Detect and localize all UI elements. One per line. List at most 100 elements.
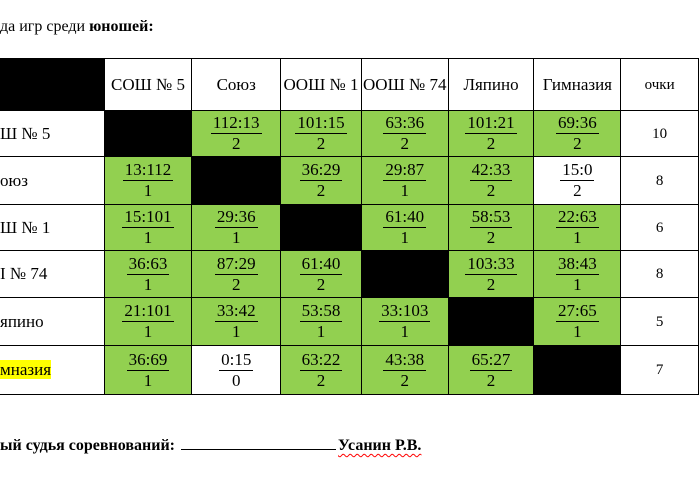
points: 2 bbox=[486, 274, 496, 294]
footer: ый судья соревнований: Усанин Р.В. bbox=[0, 437, 421, 455]
score-cell: 65:27 2 bbox=[447, 345, 535, 395]
points: 2 bbox=[400, 134, 409, 153]
score-fraction: 36:63 1 bbox=[126, 254, 170, 295]
footer-name: Усанин Р.В. bbox=[338, 437, 422, 454]
score-cell: 112:13 2 bbox=[191, 110, 282, 157]
points: 1 bbox=[316, 322, 326, 341]
score-cell: 15:0 2 bbox=[533, 156, 622, 205]
points: 2 bbox=[486, 181, 496, 200]
score-cell bbox=[103, 110, 193, 157]
score: 33:103 bbox=[379, 301, 431, 322]
score: 63:22 bbox=[299, 349, 343, 371]
total-cell: 8 bbox=[620, 156, 699, 205]
heading-prefix: да игр среди bbox=[0, 18, 86, 35]
table-row: оюз 13:112 1 36:29 2 29:87 1 42:33 2 15:0 2 8 bbox=[0, 156, 699, 205]
score: 42:33 bbox=[469, 160, 513, 181]
points: 1 bbox=[143, 228, 153, 247]
table-row: япино 21:101 1 33:42 1 53:58 1 33:103 1 27:65 1 5 bbox=[0, 297, 699, 346]
score-cell bbox=[360, 250, 449, 298]
score-fraction: 15:101 1 bbox=[122, 207, 174, 248]
footer-label: ый судья соревнований: bbox=[0, 437, 175, 454]
header-row: СОШ № 5 Союз ООШ № 1 ООШ № 74 Ляпино Гимназия… bbox=[0, 58, 699, 111]
score-fraction: 38:43 1 bbox=[555, 253, 599, 295]
score: 21:101 bbox=[122, 301, 174, 322]
score-cell: 61:40 1 bbox=[360, 204, 449, 251]
score: 36:29 bbox=[299, 160, 343, 181]
header-cell: Гимназия bbox=[533, 58, 622, 111]
score-fraction: 61:40 2 bbox=[299, 254, 343, 295]
score: 87:29 bbox=[214, 253, 258, 275]
score: 58:53 bbox=[469, 207, 513, 228]
score-cell: 43:38 2 bbox=[360, 345, 449, 395]
score-cell: 38:43 1 bbox=[533, 250, 622, 298]
score-cell bbox=[191, 156, 282, 205]
points: 1 bbox=[400, 181, 409, 200]
score: 0:15 bbox=[219, 349, 254, 371]
points: 2 bbox=[486, 370, 496, 390]
score-fraction: 69:36 2 bbox=[555, 113, 599, 154]
points: 1 bbox=[231, 228, 241, 247]
header-cell: очки bbox=[620, 58, 699, 111]
row-label: I № 74 bbox=[0, 250, 105, 298]
score: 36:69 bbox=[126, 349, 170, 371]
header-cell: СОШ № 5 bbox=[103, 58, 193, 111]
score-fraction: 13:112 1 bbox=[122, 160, 174, 201]
score: 43:38 bbox=[383, 349, 427, 371]
score-cell: 63:22 2 bbox=[280, 345, 362, 395]
score-fraction: 53:58 1 bbox=[299, 301, 343, 342]
table-row: мназия 36:69 1 0:15 0 63:22 2 43:38 2 65:27 2 7 bbox=[0, 345, 699, 395]
score-cell: 36:69 1 bbox=[103, 345, 193, 395]
score-fraction: 42:33 2 bbox=[469, 160, 513, 201]
header-cell: ООШ № 74 bbox=[360, 58, 449, 111]
score-cell bbox=[280, 204, 362, 251]
total-cell: 8 bbox=[620, 250, 699, 298]
points: 0 bbox=[231, 370, 241, 390]
table-row: Ш № 5 112:13 2 101:15 2 63:36 2 101:21 2 69:36 2 10 bbox=[0, 110, 699, 157]
score-cell: 36:63 1 bbox=[103, 250, 193, 298]
score-fraction: 103:33 2 bbox=[465, 253, 517, 295]
score: 101:15 bbox=[295, 113, 347, 134]
total-cell: 5 bbox=[620, 297, 699, 346]
score-cell: 33:42 1 bbox=[191, 297, 282, 346]
row-label: Ш № 1 bbox=[0, 204, 105, 251]
table-row: I № 74 36:63 1 87:29 2 61:40 2 103:33 2 38:43 1 8 bbox=[0, 250, 699, 298]
score: 29:36 bbox=[214, 207, 258, 228]
points: 2 bbox=[486, 134, 496, 153]
points: 1 bbox=[400, 322, 409, 341]
points: 1 bbox=[573, 228, 582, 247]
points: 1 bbox=[573, 322, 582, 341]
points: 2 bbox=[316, 134, 326, 153]
points: 2 bbox=[486, 228, 496, 247]
score-fraction: 112:13 2 bbox=[210, 113, 262, 154]
row-label: оюз bbox=[0, 156, 105, 205]
points: 1 bbox=[143, 370, 153, 390]
score-fraction: 29:87 1 bbox=[383, 160, 427, 201]
points: 2 bbox=[231, 134, 241, 153]
points: 1 bbox=[573, 274, 582, 294]
header-cell: Ляпино bbox=[447, 58, 535, 111]
score-cell: 21:101 1 bbox=[103, 297, 193, 346]
row-label: мназия bbox=[0, 345, 105, 395]
score-cell: 87:29 2 bbox=[191, 250, 282, 298]
points: 2 bbox=[573, 134, 582, 153]
score: 29:87 bbox=[383, 160, 427, 181]
header-cell: ООШ № 1 bbox=[280, 58, 362, 111]
score-cell: 101:21 2 bbox=[447, 110, 535, 157]
heading-bold: юношей: bbox=[89, 18, 154, 35]
score-cell: 103:33 2 bbox=[447, 250, 535, 298]
score: 103:33 bbox=[465, 253, 517, 275]
score: 38:43 bbox=[555, 253, 599, 275]
score: 22:63 bbox=[555, 207, 599, 228]
score-cell bbox=[533, 345, 622, 395]
points: 2 bbox=[573, 181, 582, 200]
score-fraction: 21:101 1 bbox=[122, 301, 174, 342]
points: 1 bbox=[400, 228, 409, 247]
score: 101:21 bbox=[465, 113, 517, 134]
score: 27:65 bbox=[555, 301, 599, 322]
score-cell: 13:112 1 bbox=[103, 156, 193, 205]
score-cell: 58:53 2 bbox=[447, 204, 535, 251]
score: 33:42 bbox=[214, 301, 258, 322]
score: 112:13 bbox=[210, 113, 262, 134]
score-fraction: 87:29 2 bbox=[214, 253, 258, 295]
